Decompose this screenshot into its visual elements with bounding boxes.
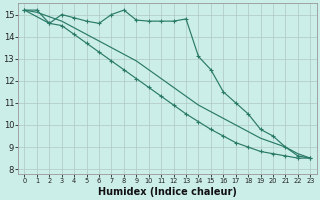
X-axis label: Humidex (Indice chaleur): Humidex (Indice chaleur) (98, 187, 237, 197)
